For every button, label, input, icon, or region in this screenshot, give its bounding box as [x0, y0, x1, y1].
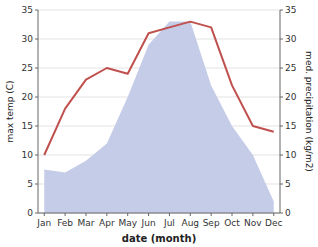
- chart-container: 0 5 10 15 20 25 30 35 0 5 10 15 20 25 30 35 Jan Feb Mar Apr…: [0, 0, 318, 247]
- y2-tick: [280, 97, 283, 98]
- y2-tick-label: 5: [285, 179, 291, 189]
- chart: 0 5 10 15 20 25 30 35 0 5 10 15 20 25 30 35 Jan Feb Mar Apr…: [0, 0, 318, 247]
- y2-tick: [280, 213, 283, 214]
- x-tick-label: Oct: [224, 218, 240, 228]
- y-tick: [35, 10, 38, 11]
- y-tick-label: 25: [22, 63, 33, 73]
- axes: 0 5 10 15 20 25 30 35 0 5 10 15 20 25 30 35 Jan Feb Mar Apr…: [22, 5, 297, 228]
- grid-line: [38, 10, 280, 11]
- x-tick: [252, 213, 253, 216]
- y-tick: [35, 155, 38, 156]
- y2-tick-label: 10: [285, 150, 297, 160]
- line: [44, 22, 273, 155]
- y2-tick-label: 30: [285, 34, 297, 44]
- x-tick: [211, 213, 212, 216]
- y-tick: [35, 213, 38, 214]
- x-tick-label: Mar: [77, 218, 94, 228]
- y-tick-label: 5: [27, 179, 33, 189]
- y2-axis-line: [280, 10, 281, 213]
- y2-tick-label: 20: [285, 92, 297, 102]
- y2-tick-label: 35: [285, 5, 296, 15]
- x-tick-label: Feb: [57, 218, 73, 228]
- y2-tick-label: 0: [285, 208, 291, 218]
- y-tick-label: 20: [22, 92, 34, 102]
- x-tick: [44, 213, 45, 216]
- y2-tick-label: 15: [285, 121, 296, 131]
- y-tick: [35, 68, 38, 69]
- y-tick-label: 0: [27, 208, 33, 218]
- x-tick: [232, 213, 233, 216]
- x-tick: [190, 213, 191, 216]
- y-tick: [35, 126, 38, 127]
- y-tick-label: 35: [22, 5, 33, 15]
- x-tick-label: May: [118, 218, 137, 228]
- x-tick: [65, 213, 66, 216]
- x-tick-label: Jan: [36, 218, 51, 228]
- y2-tick-label: 25: [285, 63, 296, 73]
- plot-area: [44, 22, 273, 213]
- y2-tick: [280, 10, 283, 11]
- y-tick-label: 15: [22, 121, 33, 131]
- grid: [38, 10, 280, 213]
- y2-tick: [280, 155, 283, 156]
- x-tick-label: Jul: [163, 218, 175, 228]
- y-tick: [35, 97, 38, 98]
- y2-tick: [280, 39, 283, 40]
- x-tick-label: Sep: [203, 218, 220, 228]
- x-tick-label: Dec: [265, 218, 282, 228]
- area: [44, 22, 273, 213]
- x-axis-line: [38, 213, 280, 214]
- x-tick: [127, 213, 128, 216]
- x-tick: [273, 213, 274, 216]
- y-tick-label: 10: [22, 150, 34, 160]
- x-tick-label: Nov: [244, 218, 262, 228]
- y2-tick: [280, 126, 283, 127]
- x-tick-label: Apr: [99, 218, 115, 228]
- x-tick: [106, 213, 107, 216]
- x-tick: [85, 213, 86, 216]
- x-axis-title: date (month): [122, 233, 196, 244]
- x-tick: [148, 213, 149, 216]
- y2-tick: [280, 184, 283, 185]
- y-axis-title: max temp (C): [5, 80, 15, 142]
- y-tick: [35, 39, 38, 40]
- y-axis-line: [38, 10, 39, 213]
- grid-line: [38, 213, 280, 214]
- y-tick: [35, 184, 38, 185]
- x-tick-label: Aug: [182, 218, 200, 228]
- x-tick-label: Jun: [141, 218, 156, 228]
- y2-tick: [280, 68, 283, 69]
- x-tick: [169, 213, 170, 216]
- y-tick-label: 30: [22, 34, 34, 44]
- y2-axis-title: med. precipitation (kg/m2): [304, 51, 314, 172]
